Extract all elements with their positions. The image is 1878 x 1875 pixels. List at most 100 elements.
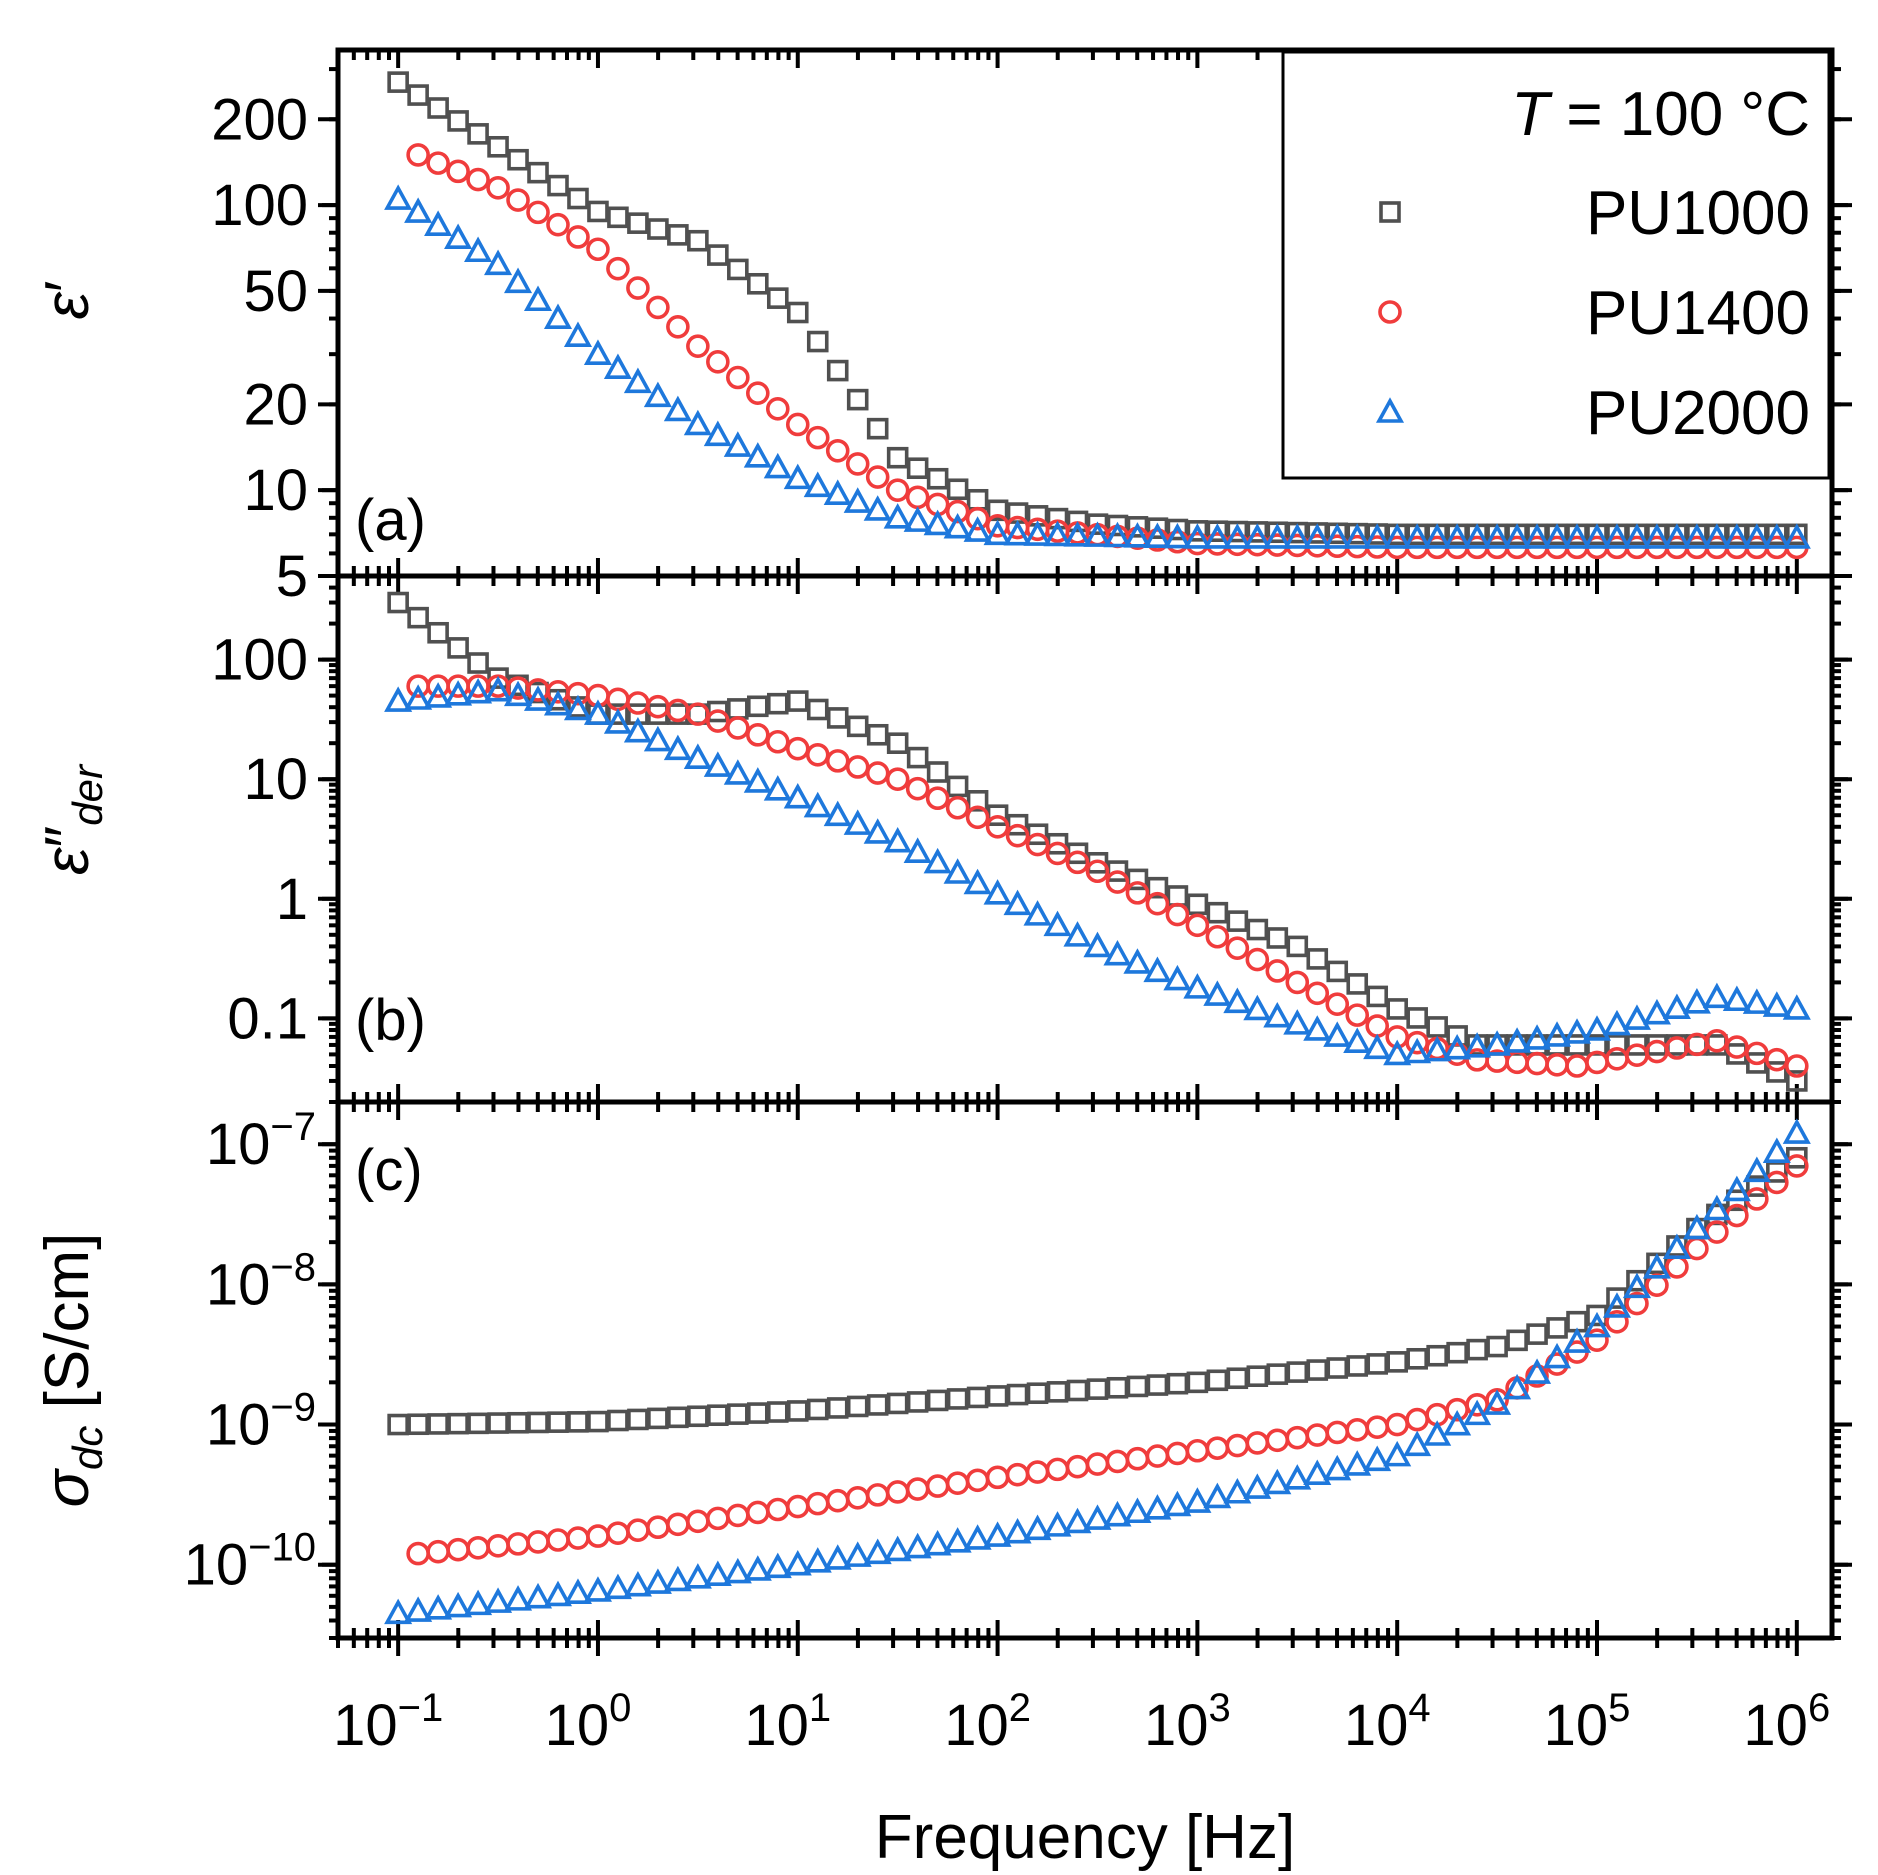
data-point bbox=[1385, 1412, 1409, 1437]
data-point bbox=[903, 506, 932, 532]
data-point bbox=[566, 1526, 590, 1550]
data-point bbox=[404, 684, 433, 710]
data-point bbox=[384, 686, 413, 712]
data-point bbox=[723, 1557, 752, 1584]
data-point bbox=[805, 1491, 830, 1516]
data-point bbox=[865, 761, 890, 785]
data-point bbox=[543, 303, 573, 330]
data-point bbox=[1005, 823, 1030, 848]
data-point bbox=[1622, 1004, 1652, 1030]
data-point bbox=[1165, 1441, 1190, 1466]
data-point bbox=[866, 417, 889, 440]
data-point bbox=[606, 256, 630, 281]
data-point bbox=[786, 301, 809, 324]
data-point bbox=[484, 675, 513, 702]
data-point bbox=[863, 495, 892, 521]
data-point bbox=[1146, 517, 1169, 539]
data-point bbox=[805, 742, 830, 767]
data-point bbox=[1423, 1035, 1452, 1062]
data-point bbox=[1383, 523, 1412, 549]
data-point bbox=[1205, 1436, 1230, 1460]
x-tick-label: 100 bbox=[545, 1686, 632, 1758]
panel-frame-1 bbox=[335, 573, 1835, 1105]
data-point bbox=[1066, 1379, 1089, 1402]
data-point bbox=[1183, 523, 1212, 549]
data-point bbox=[583, 339, 613, 365]
data-point bbox=[1363, 523, 1392, 549]
data-point bbox=[785, 1494, 810, 1519]
data-point bbox=[803, 1547, 832, 1573]
data-point bbox=[1206, 1369, 1229, 1392]
y-tick-label: 10−8 bbox=[206, 1245, 316, 1317]
y-tick-label: 10 bbox=[243, 458, 308, 523]
data-point bbox=[763, 775, 792, 801]
data-point bbox=[707, 1404, 729, 1426]
data-point bbox=[963, 516, 992, 542]
data-point bbox=[587, 1410, 609, 1433]
data-point bbox=[526, 1530, 550, 1554]
data-point bbox=[563, 1578, 593, 1604]
data-point bbox=[567, 187, 589, 210]
data-point bbox=[1043, 1511, 1072, 1537]
data-point bbox=[527, 161, 549, 184]
data-point bbox=[387, 1413, 409, 1436]
data-point bbox=[747, 1402, 769, 1424]
data-point bbox=[923, 1529, 952, 1556]
data-point bbox=[1582, 523, 1612, 549]
data-point bbox=[527, 1411, 549, 1434]
data-point bbox=[1206, 901, 1229, 924]
data-point bbox=[1423, 1420, 1452, 1446]
data-point bbox=[1602, 1292, 1632, 1318]
data-point bbox=[667, 224, 689, 246]
data-point bbox=[426, 1539, 450, 1564]
data-point bbox=[925, 1474, 950, 1498]
panel-label-c: (c) bbox=[355, 1138, 423, 1203]
data-point bbox=[1626, 1269, 1648, 1292]
data-point bbox=[1186, 1371, 1209, 1394]
data-point bbox=[1363, 1033, 1392, 1060]
data-point bbox=[1145, 1444, 1170, 1468]
data-point bbox=[865, 1483, 890, 1507]
data-point bbox=[963, 868, 992, 895]
data-point bbox=[1045, 1457, 1070, 1482]
data-point bbox=[1463, 1032, 1492, 1058]
data-point bbox=[543, 690, 573, 716]
data-point bbox=[1286, 935, 1309, 958]
data-point bbox=[946, 775, 969, 798]
x-tick-label: 101 bbox=[744, 1686, 831, 1758]
data-point bbox=[447, 110, 469, 132]
y-tick-label: 10−7 bbox=[206, 1105, 316, 1177]
data-point bbox=[484, 1587, 513, 1613]
data-point bbox=[825, 749, 850, 773]
legend-title: T = 100 °C bbox=[1511, 80, 1810, 149]
data-point bbox=[424, 1594, 453, 1620]
data-point bbox=[826, 359, 849, 382]
data-point bbox=[746, 1500, 770, 1525]
data-point bbox=[1303, 1015, 1332, 1041]
legend-entries: PU1000 PU1400 PU2000 bbox=[1375, 179, 1810, 448]
data-point bbox=[683, 743, 712, 769]
data-point bbox=[407, 84, 429, 106]
legend-label-PU1400: PU1400 bbox=[1586, 279, 1810, 348]
data-point bbox=[427, 97, 449, 119]
data-point bbox=[943, 1527, 972, 1553]
data-point bbox=[546, 212, 570, 237]
data-point bbox=[783, 782, 812, 809]
data-point bbox=[786, 1400, 809, 1422]
series-PU1000-panel-1 bbox=[387, 591, 1808, 1092]
data-point bbox=[805, 425, 830, 450]
data-point bbox=[1106, 1376, 1129, 1399]
data-point bbox=[1582, 1311, 1612, 1338]
data-point bbox=[1185, 913, 1210, 938]
data-point bbox=[1366, 985, 1389, 1008]
panel-c: 10−10 10−9 10−8 10−7 10−1 100 101 102 103 104 105 1… bbox=[184, 1099, 1852, 1758]
data-point bbox=[1665, 1255, 1689, 1279]
data-point bbox=[666, 314, 690, 339]
data-point bbox=[746, 381, 770, 405]
data-point bbox=[1722, 523, 1751, 549]
data-point bbox=[1363, 1445, 1392, 1472]
data-point bbox=[983, 519, 1012, 546]
data-point bbox=[703, 1560, 732, 1586]
xlabel: Frequency [Hz] bbox=[875, 1803, 1295, 1872]
